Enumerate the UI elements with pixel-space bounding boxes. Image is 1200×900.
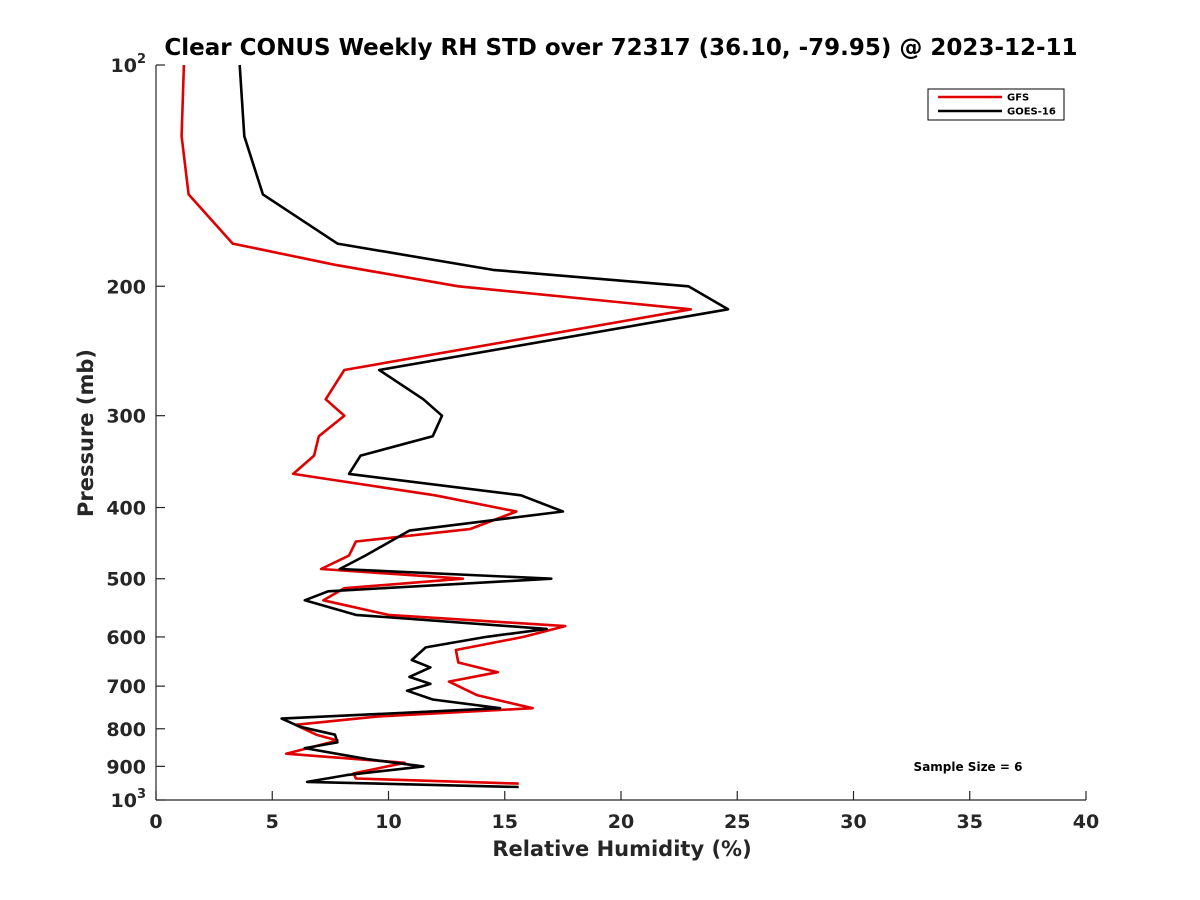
x-axis-label: Relative Humidity (%) (492, 837, 751, 861)
x-tick-label: 25 (724, 811, 750, 833)
y-axis-label: Pressure (mb) (74, 349, 98, 517)
x-tick-label: 0 (149, 811, 162, 833)
series-layer (180, 64, 730, 789)
x-tick-label: 20 (608, 811, 634, 833)
y-tick-label: 400 (106, 498, 146, 520)
x-tick-label: 35 (957, 811, 983, 833)
x-tick-label: 30 (840, 811, 866, 833)
y-tick-label: 700 (106, 676, 146, 698)
legend: GFS GOES-16 (927, 88, 1065, 121)
y-tick-exponent: 3 (137, 787, 146, 802)
x-tick-label: 10 (375, 811, 401, 833)
legend-label: GFS (1007, 93, 1029, 104)
x-tick-label: 40 (1073, 811, 1099, 833)
series-line-gfs (180, 64, 693, 785)
x-tick-label: 15 (492, 811, 518, 833)
y-tick-label: 600 (106, 627, 146, 649)
y-tick-label: 200 (106, 276, 146, 298)
y-tick-label: 800 (106, 719, 146, 741)
x-axis-ticks: 0 5 10 15 20 25 30 35 40 (149, 791, 1099, 833)
y-tick-label: 500 (106, 569, 146, 591)
legend-box (927, 88, 1065, 121)
chart-title: Clear CONUS Weekly RH STD over 72317 (36… (164, 35, 1077, 61)
x-tick-label: 5 (266, 811, 279, 833)
y-tick-label: 102 (111, 52, 147, 77)
y-tick-label: 300 (106, 406, 146, 428)
sample-size-annotation: Sample Size = 6 (914, 760, 1023, 774)
series-line-goes-16 (238, 64, 730, 789)
y-tick-label: 900 (106, 756, 146, 778)
y-tick-label: 103 (111, 787, 147, 812)
plot-area: 0 5 10 15 20 25 30 35 40 102 200 300 400 500 600 700 80… (106, 52, 1099, 833)
legend-label: GOES-16 (1007, 107, 1056, 118)
y-tick-exponent: 2 (137, 52, 146, 67)
y-axis-ticks: 102 200 300 400 500 600 700 800 900 103 (106, 52, 165, 812)
